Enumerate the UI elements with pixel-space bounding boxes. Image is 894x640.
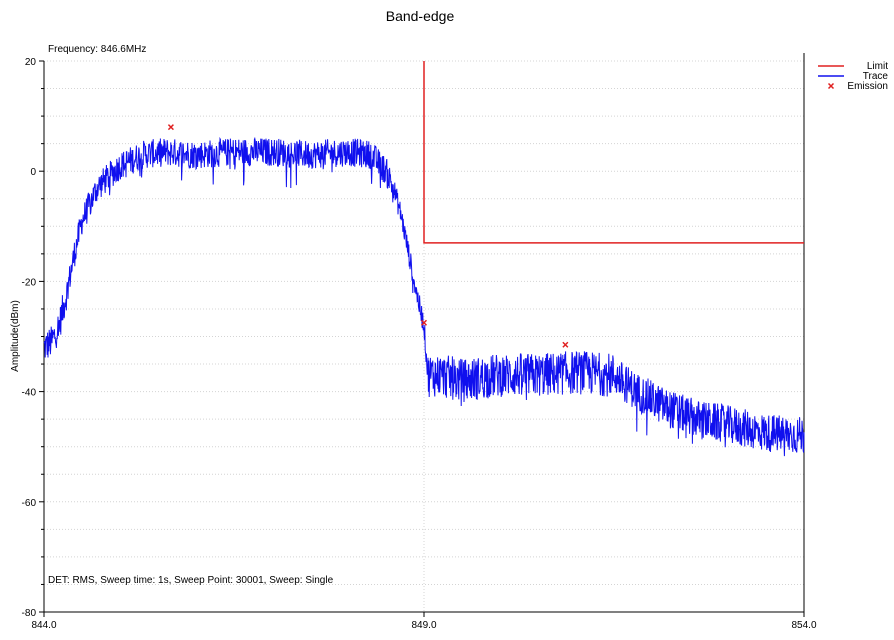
settings-annotation: DET: RMS, Sweep time: 1s, Sweep Point: 3… bbox=[48, 575, 334, 586]
legend-label-limit: Limit bbox=[867, 61, 888, 72]
frequency-annotation: Frequency: 846.6MHz bbox=[48, 44, 146, 55]
y-axis-label: Amplitude(dBm) bbox=[10, 300, 21, 372]
legend-swatch-emission bbox=[827, 82, 835, 90]
emission-marker bbox=[420, 319, 428, 326]
x-tick-label: 849.0 bbox=[411, 620, 436, 631]
emission-marker bbox=[562, 341, 569, 348]
y-tick-label: -40 bbox=[22, 388, 37, 399]
legend-label-trace: Trace bbox=[863, 71, 889, 82]
emission-marker-stroke bbox=[167, 124, 174, 131]
x-tick-label: 854.0 bbox=[791, 620, 816, 631]
x-tick-label: 844.0 bbox=[31, 620, 56, 631]
y-axis-ticks: 20 0 -20 -40 -60 -80 bbox=[22, 57, 44, 619]
emission-marker-stroke bbox=[420, 319, 428, 326]
y-tick-label: -20 bbox=[22, 277, 37, 288]
trace-series-line bbox=[43, 136, 805, 457]
y-tick-label: 20 bbox=[25, 57, 37, 68]
legend-label-emission: Emission bbox=[847, 81, 888, 92]
emission-marker-stroke bbox=[562, 341, 569, 348]
emission-marker bbox=[167, 124, 174, 131]
plot-area bbox=[43, 61, 805, 457]
chart-title: Band-edge bbox=[386, 8, 455, 24]
y-tick-label: -80 bbox=[22, 608, 37, 619]
limit-series-line bbox=[423, 61, 804, 244]
y-tick-label: -60 bbox=[22, 498, 37, 509]
y-tick-label: 0 bbox=[30, 167, 36, 178]
x-axis-ticks: 844.0 849.0 854.0 bbox=[31, 612, 817, 631]
